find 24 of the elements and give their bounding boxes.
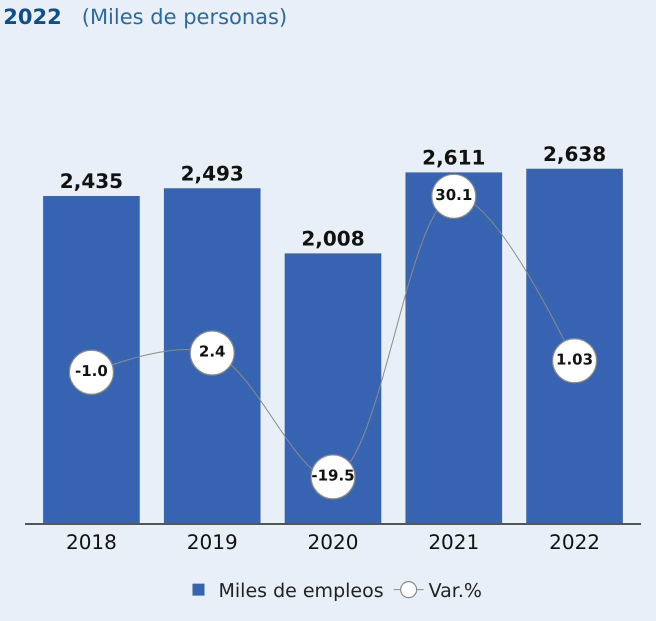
x-tick-label: 2018 [66,530,117,554]
legend-label: Var.% [428,580,482,602]
data-label: 2.4 [198,342,226,361]
data-label: 2,435 [60,169,124,194]
bar [43,196,140,523]
data-label: 2,008 [301,226,365,250]
bar [164,188,261,523]
data-label: 30.1 [435,186,472,204]
bar [405,172,502,523]
chart-title: 2022 [3,5,62,30]
data-label: 2,611 [422,145,486,170]
data-label: -1.0 [75,362,108,380]
x-tick-label: 2019 [186,530,238,554]
x-tick-label: 2021 [428,530,480,554]
data-label: -19.5 [311,466,355,485]
x-tick-label: 2020 [308,530,358,554]
data-label: 1.03 [556,350,594,368]
chart-subtitle: (Miles de personas) [82,5,288,30]
legend-label: Miles de empleos [218,580,384,602]
bar [526,168,623,523]
bar [284,253,382,523]
x-tick-label: 2022 [549,530,600,554]
data-label: 2,493 [180,161,244,186]
data-label: 2,638 [542,142,606,166]
